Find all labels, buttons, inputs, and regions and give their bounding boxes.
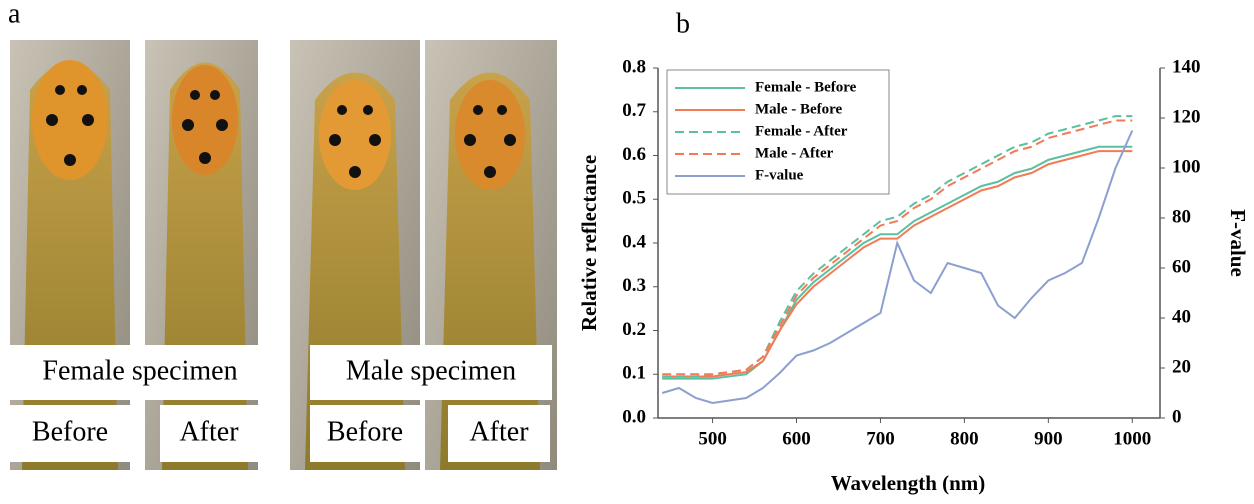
- photo-label: Before: [32, 416, 108, 447]
- y-tick-label: 0.1: [622, 363, 646, 384]
- panel-label: a: [8, 0, 21, 29]
- y-tick-label: 0.6: [622, 144, 646, 165]
- y2-tick-label: 0: [1172, 406, 1182, 427]
- photo-label: After: [469, 416, 529, 447]
- y-axis-label: Relative reflectance: [577, 155, 601, 331]
- y-tick-label: 0.0: [622, 406, 646, 427]
- y2-axis-label: F-value: [1226, 209, 1250, 277]
- photo-label: Male specimen: [346, 355, 516, 386]
- y-tick-label: 0.2: [622, 319, 646, 340]
- data-line: [662, 119, 1133, 376]
- y-tick-label: 0.7: [622, 100, 646, 121]
- data-line: [662, 150, 1133, 378]
- panel-label: b: [676, 8, 690, 39]
- data-line: [661, 130, 1134, 405]
- legend-label: F-value: [755, 167, 804, 183]
- legend-label: Male - Before: [755, 101, 843, 117]
- legend-label: Male - After: [755, 145, 834, 161]
- y2-tick-label: 80: [1172, 206, 1191, 227]
- y2-tick-label: 40: [1172, 306, 1191, 327]
- photo-label: After: [179, 416, 239, 447]
- y-tick-label: 0.5: [622, 188, 646, 209]
- y-tick-label: 0.4: [622, 231, 646, 252]
- x-tick-label: 700: [866, 428, 895, 449]
- x-tick-label: 500: [698, 428, 727, 449]
- legend-label: Female - Before: [755, 79, 857, 95]
- y-tick-label: 0.3: [622, 275, 646, 296]
- y2-tick-label: 60: [1172, 256, 1191, 277]
- x-tick-label: 900: [1034, 428, 1063, 449]
- x-tick-label: 800: [950, 428, 979, 449]
- x-axis-label: Wavelength (nm): [831, 471, 986, 495]
- y2-tick-label: 20: [1172, 356, 1191, 377]
- data-line: [662, 145, 1133, 380]
- photo-label: Female specimen: [42, 355, 237, 386]
- photo-label: Before: [327, 416, 403, 447]
- x-tick-label: 600: [782, 428, 811, 449]
- legend-label: Female - After: [755, 123, 848, 139]
- y-tick-label: 0.8: [622, 56, 646, 77]
- y2-tick-label: 140: [1172, 56, 1201, 77]
- y2-tick-label: 100: [1172, 156, 1201, 177]
- photos: [10, 40, 557, 470]
- x-tick-label: 1000: [1113, 428, 1151, 449]
- y2-tick-label: 120: [1172, 106, 1201, 127]
